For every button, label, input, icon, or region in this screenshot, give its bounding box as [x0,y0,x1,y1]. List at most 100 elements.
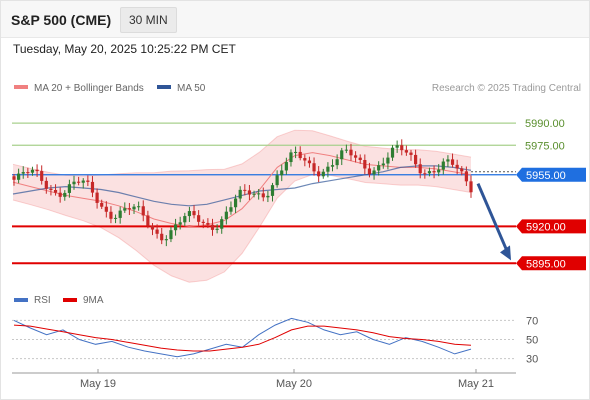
candle-body [26,172,30,174]
credit-text: Research © 2025 Trading Central [432,83,581,94]
candle-body [67,184,71,193]
candle-39 [192,205,196,219]
candle-6 [40,165,44,185]
candle-body [238,189,242,199]
candle-31 [155,224,159,239]
candle-body [12,176,16,180]
candle-body [423,173,427,175]
candle-body [155,229,159,234]
candle-body [178,222,182,225]
candle-43 [210,218,215,236]
candle-4 [30,166,35,176]
candle-55 [266,190,270,203]
forecast-arrow-head [500,245,511,261]
candle-body [220,219,224,229]
candle-41 [201,219,205,229]
candle-body [127,208,132,210]
candle-47 [229,201,233,215]
candle-body [35,169,39,172]
candle-body [86,180,90,182]
candle-body [377,165,381,171]
time-tick-label-2: May 21 [458,378,494,390]
candle-60 [289,149,293,167]
candle-body [40,171,44,181]
candle-body [353,155,358,158]
candle-body [150,225,155,230]
candle-56 [270,182,275,202]
candle-body [367,168,372,175]
candle-body [49,188,53,190]
candle-83 [395,140,399,153]
candle-11 [63,190,67,201]
candle-body [270,185,275,196]
ma50-legend-label: MA 50 [177,83,206,94]
candle-16 [86,175,90,187]
candle-96 [455,159,459,175]
candle-body [395,145,399,148]
candle-75 [358,154,362,164]
candle-body [44,180,48,189]
candle-body [349,149,353,156]
candle-body [386,157,390,164]
candle-body [266,195,270,198]
candle-body [109,211,113,219]
candle-93 [441,158,445,175]
candle-body [441,161,445,170]
candle-19 [100,199,104,210]
candle-14 [77,176,81,186]
candle-body [113,217,118,219]
candle-74 [353,151,358,163]
candle-97 [460,166,464,176]
candle-79 [377,161,381,176]
candle-37 [183,212,187,226]
candle-13 [72,175,76,190]
candle-69 [330,159,335,172]
candle-body [257,193,261,195]
candle-body [137,206,141,208]
candle-84 [400,139,404,156]
candle-88 [418,158,422,179]
candle-body [192,211,196,216]
bollinger-upper-line [12,129,472,177]
bollinger-legend-swatch [14,85,28,89]
current-price-tag [516,167,586,182]
candle-24 [123,202,127,213]
candle-92 [437,164,441,177]
candle-body [446,159,450,162]
candle-body [298,151,302,159]
candle-body [173,224,178,231]
forecast-arrow-shaft [476,183,510,254]
candle-23 [118,206,122,224]
candle-body [21,172,25,174]
candle-body [261,193,265,198]
candle-body [229,207,233,212]
candle-27 [137,201,141,211]
candle-body [247,190,252,195]
candle-body [326,166,330,172]
support-tag-3 [516,219,586,234]
timeframe-button[interactable]: 30 MIN [120,7,177,33]
candle-17 [90,176,95,198]
candle-body [169,230,173,240]
candle-body [409,152,413,155]
candle-body [206,222,210,225]
candle-body [390,147,395,158]
candle-59 [284,157,288,175]
ma9-legend-label: 9MA [83,295,104,306]
rsi-line [13,317,472,358]
candle-40 [197,210,201,228]
candle-body [404,150,408,153]
candle-body [30,169,35,173]
candle-62 [298,146,302,161]
candle-86 [409,149,413,161]
support-label-3: 5920.00 [526,221,566,233]
candle-1 [17,168,21,184]
candle-58 [280,164,284,182]
candle-body [340,150,344,160]
candle-body [280,170,284,176]
candle-44 [215,224,219,234]
candle-95 [450,153,455,168]
candle-body [197,215,201,222]
candle-body [381,163,385,166]
